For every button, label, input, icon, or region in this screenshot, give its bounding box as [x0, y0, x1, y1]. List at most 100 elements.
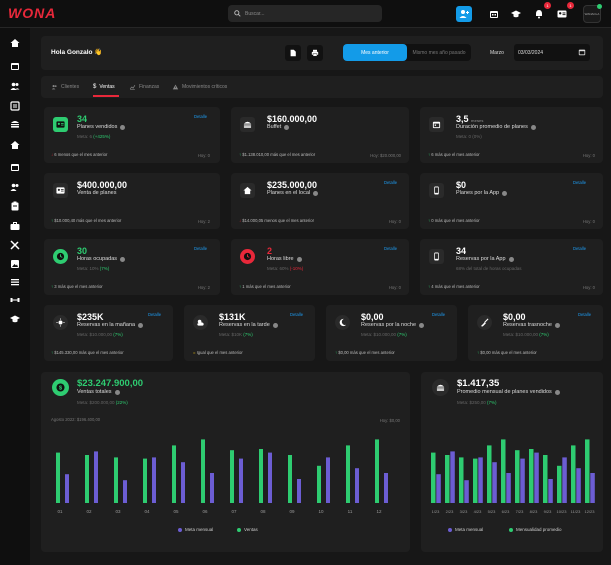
- bar-meta-mensual[interactable]: [520, 458, 525, 503]
- bar-mensualidad-promedio[interactable]: [487, 445, 492, 503]
- info-icon[interactable]: [313, 190, 319, 196]
- sidebar-calendar[interactable]: [9, 60, 21, 72]
- info-icon[interactable]: [508, 256, 514, 262]
- info-icon[interactable]: [419, 322, 425, 328]
- tab-movimientos[interactable]: Movimientos críticos: [172, 84, 227, 90]
- info-icon[interactable]: [114, 389, 120, 395]
- bar-meta-mensual[interactable]: [590, 473, 595, 503]
- add-user-button[interactable]: [456, 6, 472, 22]
- bar-meta-mensual[interactable]: [181, 462, 185, 503]
- sidebar-academy[interactable]: [9, 313, 21, 325]
- tab-clientes[interactable]: Clientes: [51, 84, 79, 90]
- bar-ventas[interactable]: [114, 457, 118, 503]
- bar-ventas[interactable]: [201, 439, 205, 503]
- contacts-button[interactable]: 1: [554, 2, 574, 22]
- calendar-button[interactable]: [486, 6, 502, 22]
- info-icon[interactable]: [502, 190, 508, 196]
- bar-ventas[interactable]: [172, 445, 176, 503]
- detail-link[interactable]: Detalle: [384, 180, 398, 185]
- detail-link[interactable]: Detalle: [573, 180, 587, 185]
- sidebar-home-2[interactable]: [9, 139, 21, 151]
- detail-link[interactable]: Detalle: [148, 312, 162, 317]
- bar-meta-mensual[interactable]: [384, 473, 388, 503]
- bar-ventas[interactable]: [85, 455, 89, 503]
- notifications-button[interactable]: 1: [531, 2, 551, 22]
- bar-ventas[interactable]: [375, 439, 379, 503]
- bar-meta-mensual[interactable]: [576, 468, 581, 503]
- detail-link[interactable]: Detalle: [384, 246, 398, 251]
- bar-meta-mensual[interactable]: [297, 479, 301, 503]
- bar-mensualidad-promedio[interactable]: [459, 457, 464, 503]
- sidebar-users-2[interactable]: [9, 181, 21, 193]
- bar-ventas[interactable]: [288, 455, 292, 503]
- bar-meta-mensual[interactable]: [326, 457, 330, 503]
- sidebar-tools[interactable]: [9, 239, 21, 251]
- bar-meta-mensual[interactable]: [123, 480, 127, 503]
- info-icon[interactable]: [272, 322, 278, 328]
- detail-link[interactable]: Detalle: [194, 246, 208, 251]
- bar-meta-mensual[interactable]: [548, 479, 553, 503]
- export-button[interactable]: [285, 45, 301, 61]
- bar-mensualidad-promedio[interactable]: [557, 465, 562, 503]
- info-icon[interactable]: [284, 124, 290, 130]
- bar-meta-mensual[interactable]: [478, 457, 483, 503]
- sidebar-images[interactable]: [9, 258, 21, 270]
- user-avatar[interactable]: WANACLA: [583, 4, 602, 23]
- detail-link[interactable]: Detalle: [578, 312, 592, 317]
- sidebar-calendar-2[interactable]: [9, 161, 21, 173]
- brand-logo[interactable]: WONA: [8, 5, 57, 21]
- sidebar-settings[interactable]: [9, 100, 21, 112]
- bar-meta-mensual[interactable]: [94, 451, 98, 503]
- bar-ventas[interactable]: [317, 465, 321, 503]
- info-icon[interactable]: [120, 256, 126, 262]
- sidebar-home[interactable]: [9, 37, 21, 49]
- bar-ventas[interactable]: [346, 445, 350, 503]
- bar-meta-mensual[interactable]: [464, 480, 469, 503]
- info-icon[interactable]: [138, 322, 144, 328]
- info-icon[interactable]: [296, 256, 302, 262]
- tab-finanzas[interactable]: Finanzas: [129, 84, 159, 90]
- sidebar-clipboard[interactable]: [9, 200, 21, 212]
- info-icon[interactable]: [120, 124, 126, 130]
- detail-link[interactable]: Detalle: [432, 312, 446, 317]
- bar-ventas[interactable]: [56, 452, 60, 503]
- bar-meta-mensual[interactable]: [492, 462, 497, 503]
- info-icon[interactable]: [554, 389, 560, 395]
- bar-mensualidad-promedio[interactable]: [585, 439, 590, 503]
- info-icon[interactable]: [554, 322, 560, 328]
- period-previous-month[interactable]: Mes anterior: [343, 44, 407, 61]
- bar-meta-mensual[interactable]: [534, 452, 539, 503]
- bar-meta-mensual[interactable]: [562, 457, 567, 503]
- bar-meta-mensual[interactable]: [152, 457, 156, 503]
- tab-ventas[interactable]: $ Ventas: [93, 84, 115, 90]
- sidebar-buffet[interactable]: [9, 118, 21, 130]
- sidebar-briefcase[interactable]: [9, 220, 21, 232]
- period-same-month-last-year[interactable]: Mismo mes año pasado: [412, 49, 466, 56]
- bar-mensualidad-promedio[interactable]: [501, 439, 506, 503]
- detail-link[interactable]: Detalle: [290, 312, 304, 317]
- bar-mensualidad-promedio[interactable]: [543, 455, 548, 503]
- date-input[interactable]: 03/03/2024: [514, 44, 590, 61]
- bar-mensualidad-promedio[interactable]: [445, 455, 450, 503]
- bar-meta-mensual[interactable]: [506, 473, 511, 503]
- bar-mensualidad-promedio[interactable]: [473, 458, 478, 503]
- bar-mensualidad-promedio[interactable]: [529, 449, 534, 503]
- search-bar[interactable]: Buscar...: [228, 5, 382, 22]
- bar-mensualidad-promedio[interactable]: [431, 452, 436, 503]
- bar-meta-mensual[interactable]: [210, 473, 214, 503]
- bar-meta-mensual[interactable]: [239, 458, 243, 503]
- sidebar-gym[interactable]: [9, 294, 21, 306]
- detail-link[interactable]: Detalle: [194, 114, 208, 119]
- bar-meta-mensual[interactable]: [65, 474, 69, 503]
- sidebar-list[interactable]: [9, 276, 21, 288]
- bar-meta-mensual[interactable]: [268, 452, 272, 503]
- sidebar-users[interactable]: [9, 80, 21, 92]
- bar-mensualidad-promedio[interactable]: [571, 445, 576, 503]
- bar-ventas[interactable]: [143, 458, 147, 503]
- bar-mensualidad-promedio[interactable]: [515, 450, 520, 503]
- bar-meta-mensual[interactable]: [450, 451, 455, 503]
- graduation-button[interactable]: [508, 6, 524, 22]
- bar-meta-mensual[interactable]: [436, 474, 441, 503]
- info-icon[interactable]: [530, 124, 536, 130]
- print-button[interactable]: [307, 45, 323, 61]
